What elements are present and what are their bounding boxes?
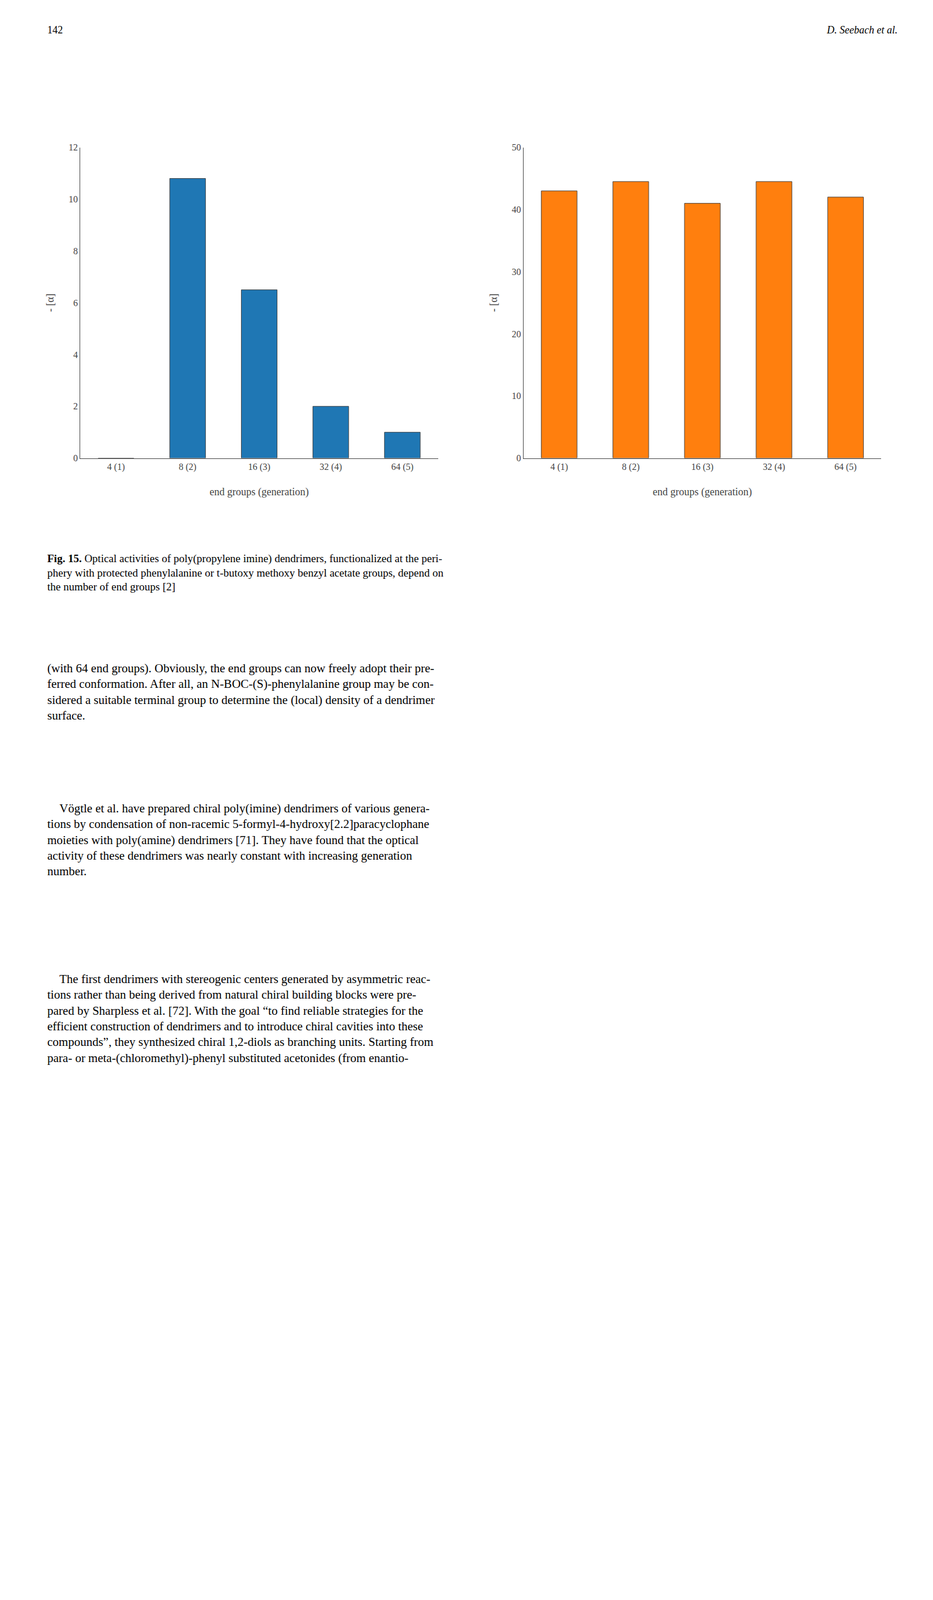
svg-text:16 (3): 16 (3) — [691, 461, 714, 473]
svg-text:64 (5): 64 (5) — [390, 461, 414, 473]
svg-text:8: 8 — [73, 246, 78, 257]
svg-text:142: 142 — [47, 24, 63, 36]
svg-text:end groups (generation): end groups (generation) — [209, 486, 310, 499]
svg-text:8 (2): 8 (2) — [178, 461, 197, 473]
svg-text:50: 50 — [511, 142, 521, 153]
svg-text:end groups (generation): end groups (generation) — [652, 486, 752, 499]
svg-text:6: 6 — [73, 298, 78, 308]
svg-text:- [α]: - [α] — [487, 293, 500, 312]
svg-text:Fig. 15. Optical activities of: Fig. 15. Optical activities of poly(prop… — [47, 552, 444, 593]
svg-text:10: 10 — [511, 390, 521, 401]
svg-text:8 (2): 8 (2) — [622, 461, 641, 473]
svg-text:32 (4): 32 (4) — [762, 461, 786, 473]
svg-text:12: 12 — [68, 142, 78, 153]
svg-text:32 (4): 32 (4) — [319, 461, 342, 473]
svg-text:30: 30 — [511, 266, 521, 277]
svg-text:0: 0 — [73, 453, 78, 464]
svg-text:10: 10 — [68, 194, 78, 205]
svg-text:4 (1): 4 (1) — [550, 461, 568, 473]
svg-text:64 (5): 64 (5) — [834, 461, 857, 473]
svg-text:16 (3): 16 (3) — [247, 461, 271, 473]
svg-text:- [α]: - [α] — [44, 293, 56, 312]
svg-text:D. Seebach et al.: D. Seebach et al. — [826, 24, 898, 36]
svg-text:Vögtle et al. have prepared ch: Vögtle et al. have prepared chiral poly(… — [47, 801, 430, 879]
svg-text:40: 40 — [511, 204, 521, 215]
svg-text:(with 64 end groups). Obviousl: (with 64 end groups). Obviously, the end… — [47, 661, 435, 723]
svg-text:4: 4 — [73, 350, 78, 360]
svg-text:The first dendrimers with ster: The first dendrimers with stereogenic ce… — [47, 972, 434, 1066]
svg-text:20: 20 — [511, 329, 521, 340]
svg-text:0: 0 — [516, 453, 521, 464]
svg-text:2: 2 — [73, 401, 78, 412]
svg-text:4 (1): 4 (1) — [107, 461, 126, 473]
